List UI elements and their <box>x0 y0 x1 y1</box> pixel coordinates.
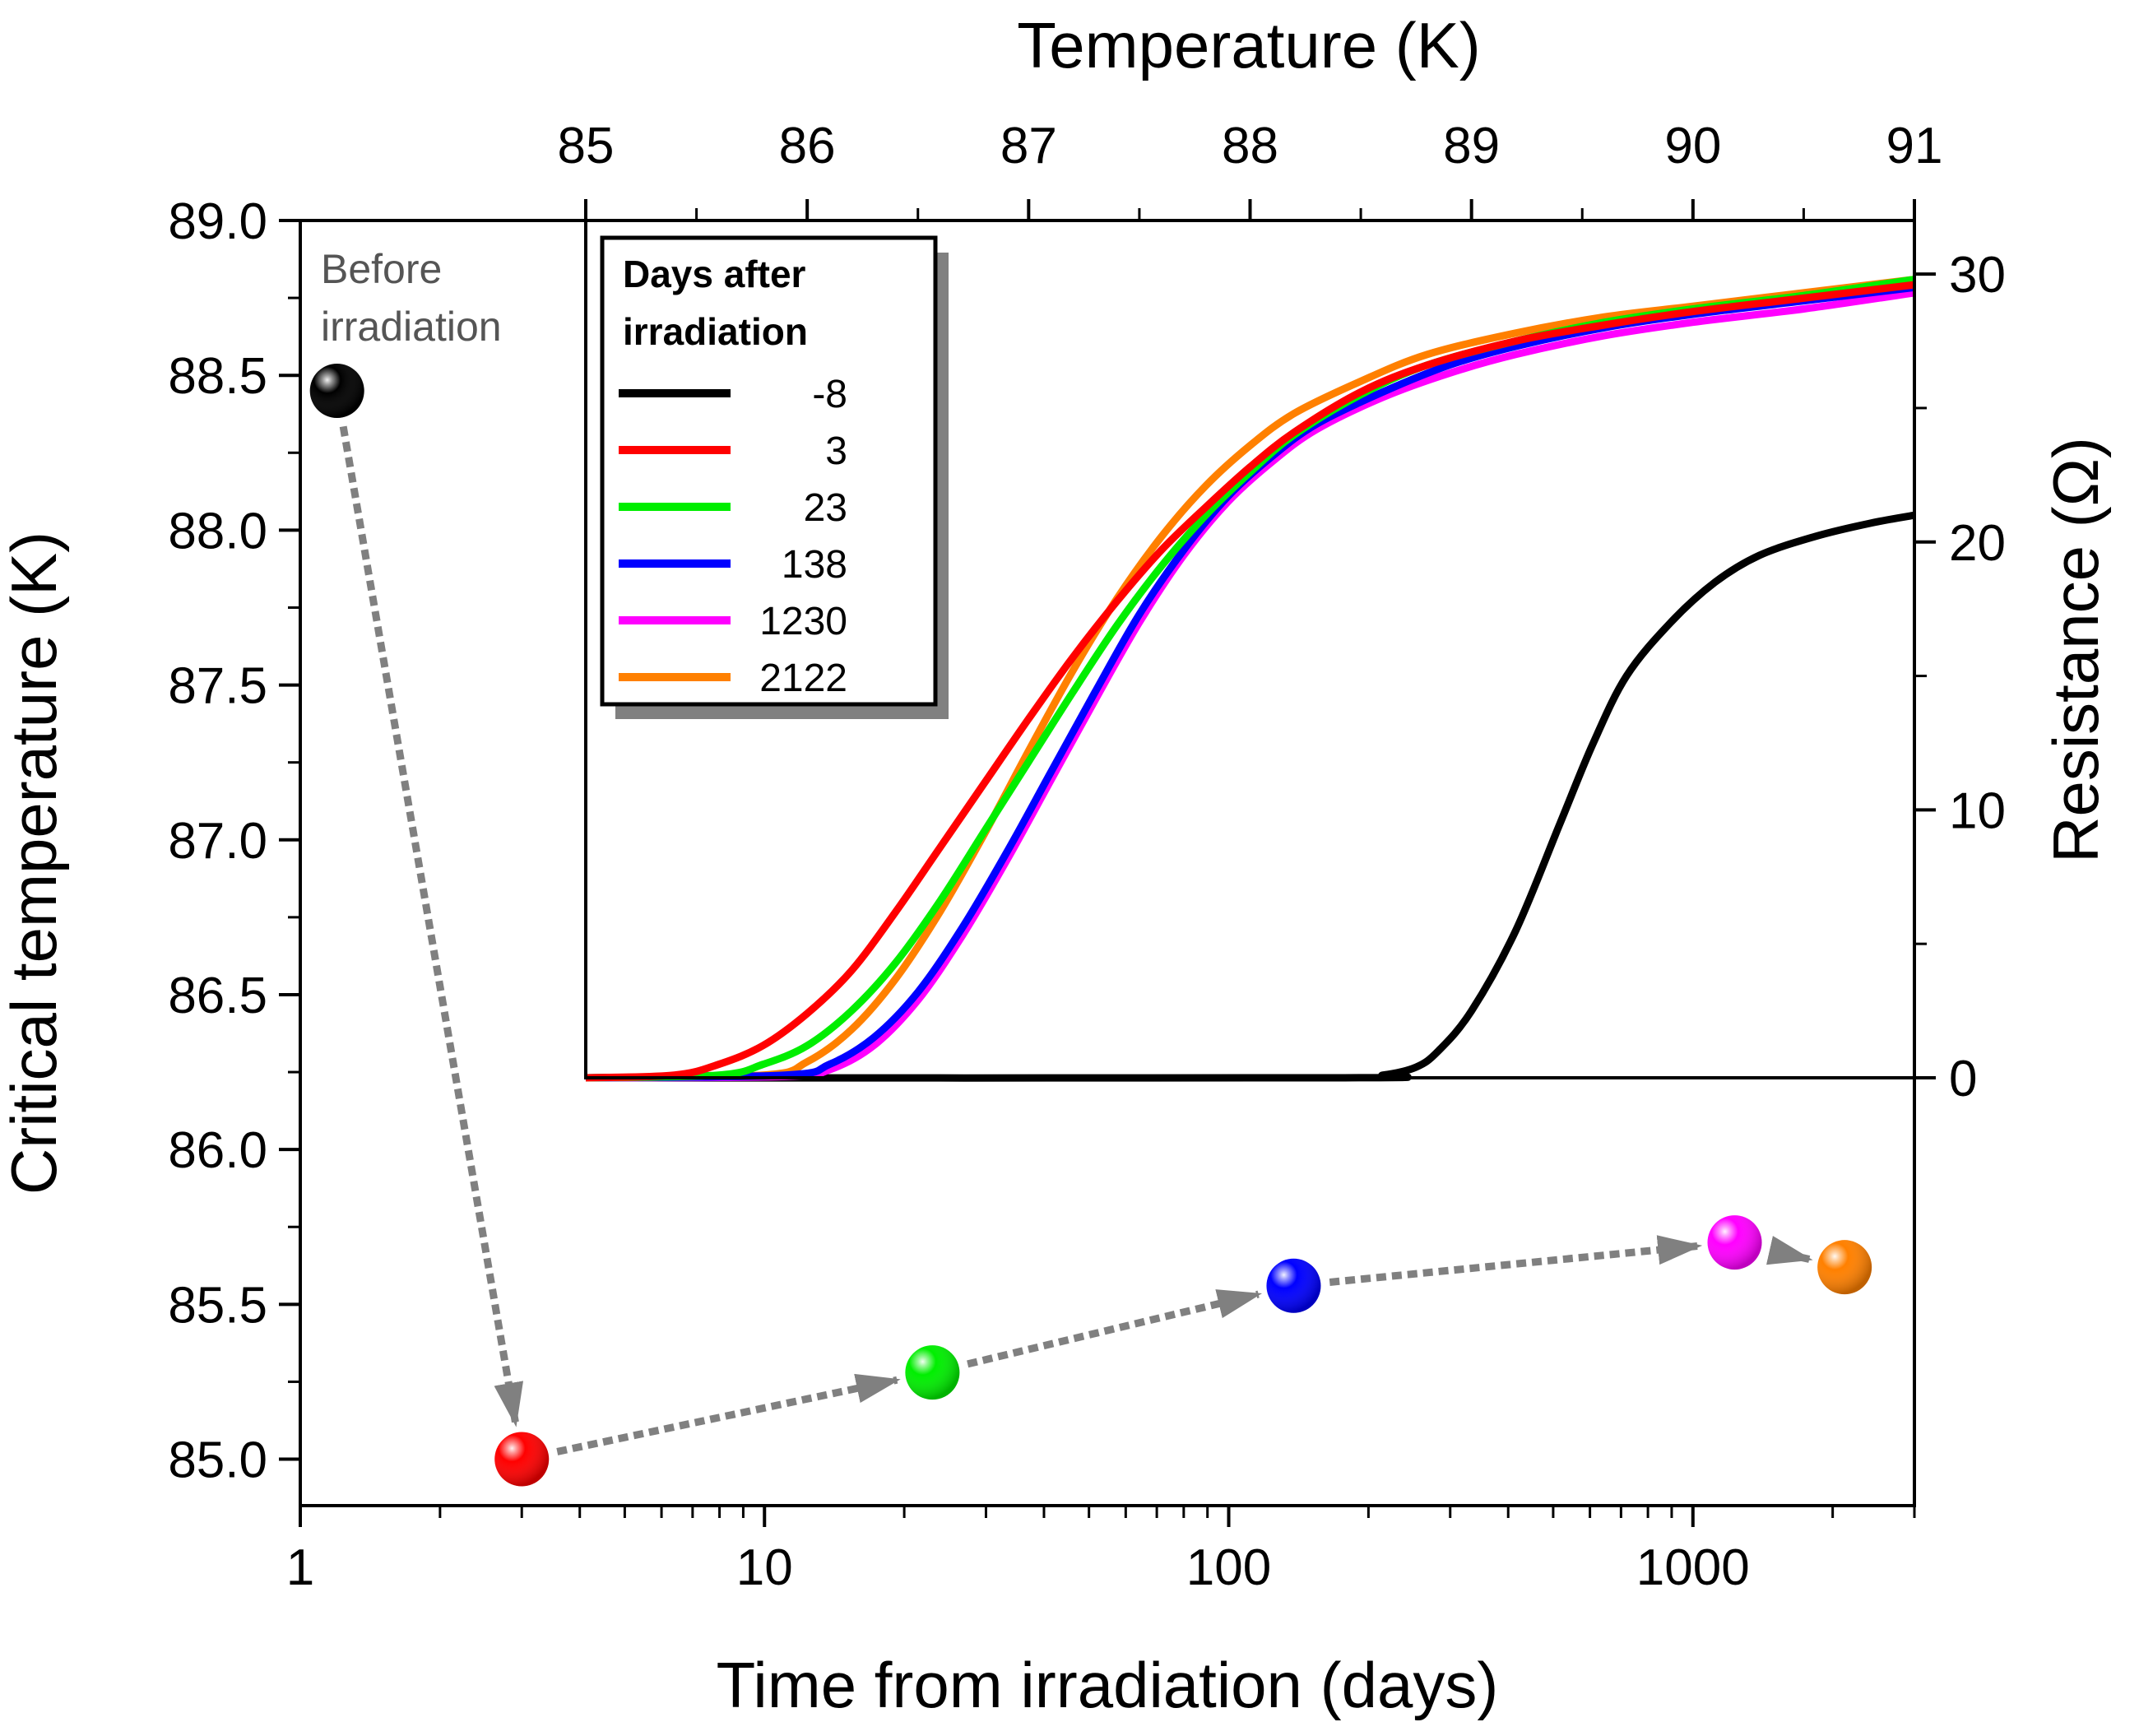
data-point <box>309 364 364 419</box>
inset-x-tick-label: 91 <box>1886 118 1943 174</box>
legend-entry: 3 <box>619 429 847 473</box>
legend-entry: -8 <box>619 373 847 416</box>
inset-x-tick-label: 87 <box>1000 118 1057 174</box>
main-x-tick-label: 1 <box>286 1539 314 1596</box>
data-point <box>1266 1258 1321 1313</box>
main-y-tick-label: 86.0 <box>168 1122 267 1179</box>
data-point-sheen <box>1266 1258 1321 1313</box>
main-x-tick-label: 100 <box>1186 1539 1271 1596</box>
inset-x-tick-label: 85 <box>558 118 615 174</box>
legend-entry: 138 <box>619 543 847 587</box>
inset-x-tick-label: 88 <box>1222 118 1278 174</box>
legend-entries: -8 3 23 138 1230 2122 <box>619 373 847 700</box>
legend-entry: 1230 <box>619 600 847 643</box>
legend-label: -8 <box>812 373 847 416</box>
data-point <box>494 1432 550 1487</box>
main-x-tick-label: 1000 <box>1636 1539 1750 1596</box>
data-point <box>1707 1215 1762 1270</box>
inset-y-tick-label: 0 <box>1949 1051 1977 1107</box>
inset-x-tick-label: 89 <box>1443 118 1500 174</box>
main-y-tick-label: 87.5 <box>168 658 267 715</box>
trend-arrow <box>339 425 524 1427</box>
main-x-tick-label: 10 <box>736 1539 793 1596</box>
main-y-tick-label: 89.0 <box>168 193 267 250</box>
inset-series-line <box>585 281 1915 1082</box>
legend-label: 3 <box>825 429 847 473</box>
main-y-tick-label: 86.5 <box>168 968 267 1024</box>
trend-arrow <box>967 1289 1263 1368</box>
data-point <box>1817 1240 1872 1295</box>
inset-top-axis-title: Temperature (K) <box>1017 9 1481 81</box>
inset-y-tick-label: 30 <box>1949 247 2006 304</box>
main-y-tick-label: 88.0 <box>168 503 267 559</box>
inset-axis-tick-labels: 85 86 87 88 89 90 91 0 10 20 30 <box>558 118 2006 1107</box>
legend-entry: 23 <box>619 486 847 530</box>
inset-axis-ticks <box>584 199 1936 1079</box>
legend-box <box>600 235 938 707</box>
inset-y-tick-label: 20 <box>1949 515 2006 572</box>
legend-label: 23 <box>804 486 847 530</box>
data-point-sheen <box>1707 1215 1762 1270</box>
legend-entry: 2122 <box>619 657 847 700</box>
trend-arrow <box>1765 1236 1813 1265</box>
data-point-sheen <box>309 364 364 419</box>
main-y-tick-label: 88.5 <box>168 348 267 405</box>
legend-title-line2: irradiation <box>623 310 808 353</box>
main-y-tick-label: 85.0 <box>168 1432 267 1489</box>
main-axis-ticks <box>279 219 1916 1527</box>
trend-arrow <box>1329 1235 1703 1286</box>
main-y-tick-label: 85.5 <box>168 1277 267 1334</box>
main-data-points <box>309 364 1872 1487</box>
main-x-axis-title: Time from irradiation (days) <box>717 1649 1499 1721</box>
inset-y-tick-label: 10 <box>1949 782 2006 839</box>
legend-label: 1230 <box>759 600 847 643</box>
data-point-sheen <box>1817 1240 1872 1295</box>
data-point <box>905 1345 960 1400</box>
inset-x-tick-label: 90 <box>1664 118 1721 174</box>
inset-right-axis-title: Resistance (Ω) <box>2039 437 2112 863</box>
legend-label: 2122 <box>759 657 847 700</box>
main-y-axis-title: Critical temperature (K) <box>0 531 70 1195</box>
legend-title-line1: Days after <box>623 253 806 295</box>
inset-x-tick-label: 86 <box>779 118 836 174</box>
inset-curves <box>585 276 1915 1082</box>
inset-series-line <box>585 276 1915 1082</box>
annotation-before: Before <box>321 246 442 292</box>
data-point-sheen <box>905 1345 960 1400</box>
main-y-tick-label: 87.0 <box>168 813 267 870</box>
data-point-sheen <box>494 1432 550 1487</box>
annotation-irradiation: irradiation <box>321 304 502 350</box>
legend-label: 138 <box>782 543 847 587</box>
trend-arrow <box>556 1373 901 1455</box>
main-axis-tick-labels: 1 10 100 1000 85.0 85.5 86.0 86.5 87.0 87.5 88.0 88… <box>168 193 1749 1596</box>
trend-arrows <box>339 425 1813 1455</box>
inset-plot-frame-outline <box>584 219 1916 1079</box>
